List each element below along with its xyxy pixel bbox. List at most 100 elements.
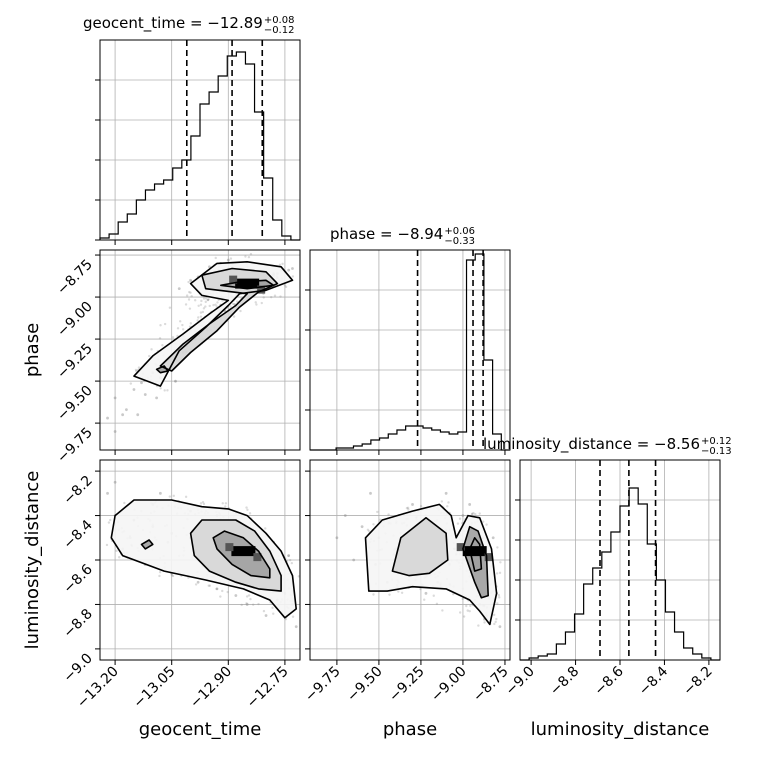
scatter-point-2-28: [335, 536, 339, 540]
scatter-cloud-2-174: [493, 622, 496, 626]
title-luminosity-distance-errors: +0.12 −0.13: [701, 437, 732, 457]
scatter-point-0-16: [121, 413, 125, 417]
scatter-cloud-0-151: [273, 294, 277, 297]
scatter-cloud-0-88: [161, 344, 164, 347]
scatter-cloud-0-167: [181, 323, 184, 327]
x-tick-label-luminosity-distance-0: −9.0: [503, 664, 538, 699]
scatter-cloud-0-33: [207, 298, 210, 301]
scatter-point-0-32: [140, 381, 143, 385]
scatter-point-1-37: [294, 625, 298, 629]
panel-frame-pair-geocent_time-phase: [99, 249, 301, 451]
scatter-cloud-0-109: [137, 366, 141, 369]
scatter-cloud-2-236: [498, 571, 502, 575]
scatter-cloud-1-208: [107, 521, 111, 524]
scatter-cloud-1-137: [224, 505, 227, 508]
x-tick-label-phase-0: −9.75: [302, 664, 344, 706]
scatter-cloud-0-228: [260, 301, 263, 305]
x-tick-label-phase-3: −9.00: [428, 664, 470, 706]
scatter-cloud-1-42: [290, 561, 294, 565]
scatter-cloud-1-151: [297, 575, 300, 578]
scatter-cloud-0-106: [179, 320, 182, 323]
x-tick-label-phase-2: −9.25: [386, 664, 428, 706]
x-tick-label-luminosity-distance-3: −8.4: [636, 663, 671, 698]
density-cell-b-0: [257, 285, 266, 294]
scatter-cloud-0-59: [190, 294, 193, 298]
scatter-cloud-2-32: [452, 592, 455, 596]
scatter-cloud-0-186: [176, 327, 180, 330]
scatter-cloud-1-24: [287, 554, 290, 558]
scatter-cloud-2-94: [498, 596, 501, 599]
density-cell-a-2: [456, 543, 465, 552]
scatter-cloud-1-157: [118, 556, 121, 559]
scatter-cloud-0-149: [208, 304, 211, 308]
scatter-cloud-2-169: [435, 602, 439, 606]
density-cell-b-1: [253, 553, 262, 562]
scatter-cloud-0-124: [196, 319, 199, 322]
x-tick-label-geocent-time-3: −12.75: [244, 664, 292, 712]
scatter-cloud-1-28: [247, 594, 251, 597]
scatter-cloud-0-16: [215, 305, 219, 308]
density-cell-a-0: [229, 275, 238, 284]
scatter-cloud-0-191: [231, 302, 235, 306]
scatter-cloud-2-232: [366, 528, 370, 532]
y-tick-label-phase-1: −9.00: [54, 299, 96, 341]
scatter-point-1-17: [196, 580, 200, 584]
scatter-point-0-45: [177, 287, 181, 291]
scatter-cloud-1-95: [105, 543, 109, 547]
title-luminosity-distance-text: luminosity_distance =: [483, 435, 655, 453]
scatter-cloud-0-24: [199, 303, 203, 306]
histogram-luminosity_distance: [520, 487, 720, 661]
scatter-cloud-0-68: [255, 303, 258, 306]
scatter-point-2-31: [424, 591, 428, 595]
scatter-cloud-1-152: [215, 587, 218, 591]
scatter-cloud-0-134: [197, 316, 200, 319]
y-tick-label-luminosity-distance-4: −9.0: [60, 650, 95, 685]
scatter-cloud-2-153: [470, 512, 474, 516]
title-geocent-time-plus: +0.08: [263, 15, 295, 26]
scatter-cloud-0-130: [262, 296, 265, 299]
histogram-phase: [310, 253, 510, 451]
scatter-cloud-1-105: [264, 527, 267, 530]
scatter-cloud-2-171: [482, 520, 485, 523]
scatter-cloud-0-166: [291, 275, 295, 278]
contour-line-1-1: [189, 519, 282, 592]
pair-group-geocent_time-luminosity_distance: [100, 460, 300, 660]
scatter-cloud-0-56: [244, 255, 247, 258]
scatter-cloud-0-19: [189, 291, 192, 294]
scatter-point-2-27: [491, 536, 495, 540]
scatter-point-0-17: [143, 393, 147, 396]
contour-line-2-3: [468, 537, 483, 572]
scatter-cloud-2-191: [495, 617, 498, 621]
scatter-cloud-2-23: [441, 609, 444, 612]
scatter-cloud-0-79: [216, 301, 219, 304]
scatter-point-1-20: [245, 603, 249, 606]
scatter-cloud-1-181: [288, 558, 292, 562]
x-tick-label-luminosity-distance-4: −8.2: [680, 664, 715, 699]
x-axis-label-luminosity_distance: luminosity_distance: [531, 719, 710, 740]
scatter-cloud-2-216: [477, 624, 480, 627]
scatter-cloud-1-176: [248, 512, 252, 515]
density-cell-b-2: [484, 553, 493, 562]
scatter-cloud-2-126: [496, 546, 499, 549]
scatter-point-2-9: [461, 514, 465, 517]
scatter-cloud-1-197: [194, 583, 198, 586]
title-geocent-time-errors: +0.08 −0.12: [264, 16, 295, 36]
scatter-cloud-2-203: [496, 602, 499, 605]
scatter-cloud-1-122: [202, 502, 206, 506]
scatter-cloud-0-21: [233, 303, 236, 306]
scatter-point-0-30: [106, 416, 109, 420]
title-phase-median: −8.94: [397, 225, 444, 243]
title-phase-text: phase =: [330, 225, 398, 243]
scatter-cloud-0-221: [204, 300, 207, 304]
scatter-cloud-0-27: [159, 324, 162, 327]
scatter-cloud-0-246: [187, 298, 191, 301]
scatter-cloud-2-22: [474, 513, 477, 516]
scatter-cloud-2-97: [446, 505, 449, 508]
scatter-point-0-46: [113, 430, 117, 433]
scatter-cloud-2-130: [372, 523, 375, 526]
scatter-cloud-0-34: [200, 299, 203, 303]
scatter-point-2-17: [352, 558, 356, 562]
scatter-cloud-2-229: [483, 621, 486, 624]
scatter-cloud-2-258: [494, 620, 497, 624]
scatter-cloud-0-30: [129, 382, 133, 385]
